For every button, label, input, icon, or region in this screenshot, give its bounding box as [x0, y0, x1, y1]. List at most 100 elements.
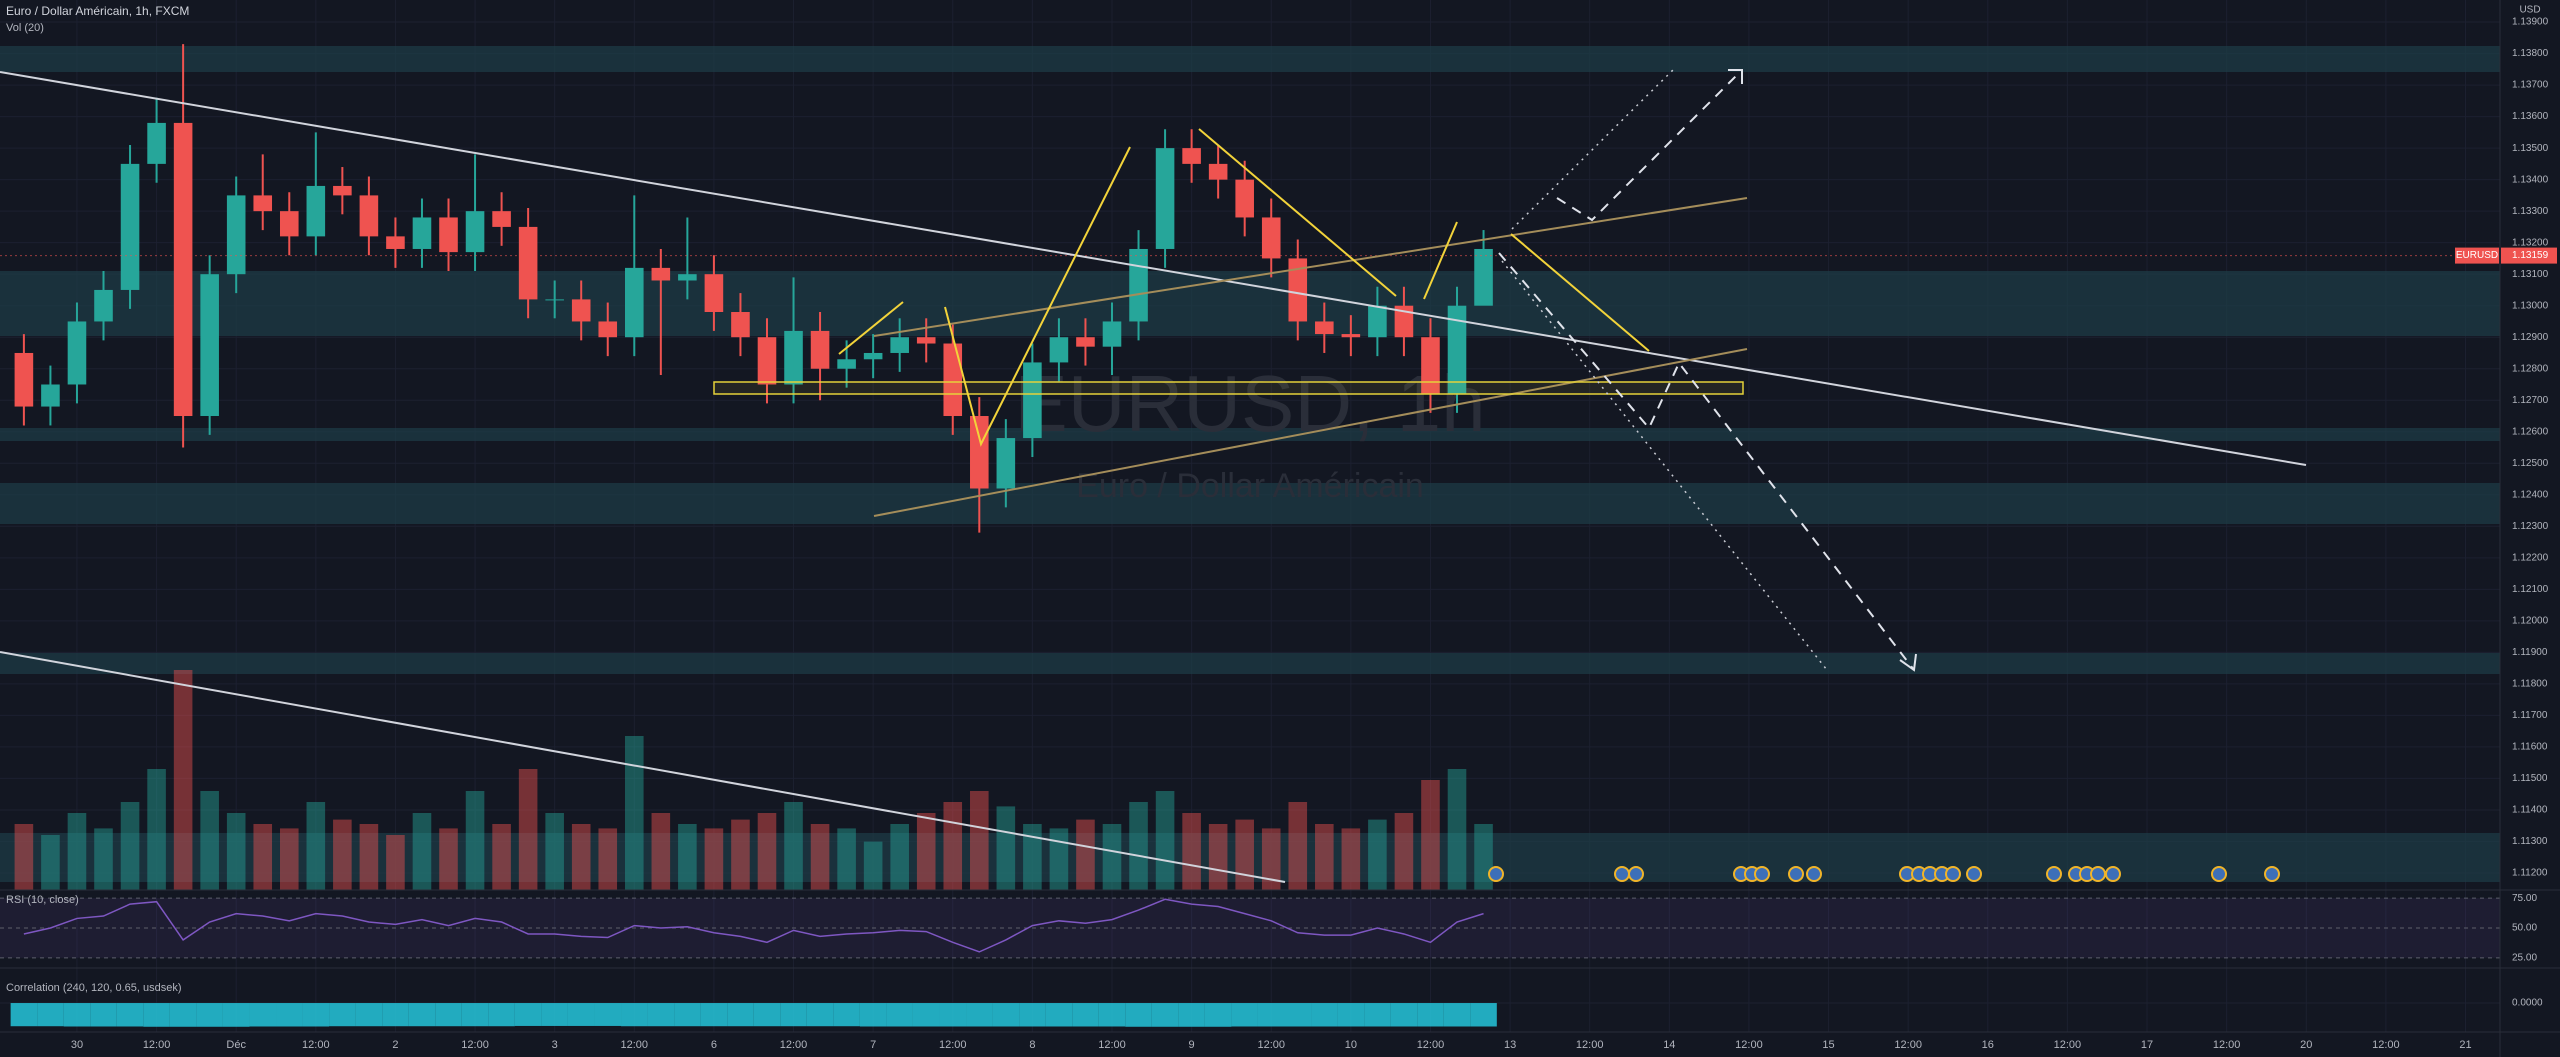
volume-bar — [943, 802, 963, 890]
candle-body — [173, 122, 193, 417]
watermark-sub: Euro / Dollar Américain — [1076, 467, 1424, 505]
correlation-bar — [116, 1003, 144, 1027]
volume-bar — [571, 824, 591, 890]
event-icon[interactable] — [1488, 866, 1504, 882]
x-tick-label: 12:00 — [1735, 1039, 1763, 1051]
volume-bar — [1102, 824, 1122, 890]
correlation-bar — [302, 1003, 330, 1027]
event-icon[interactable] — [2211, 866, 2227, 882]
volume-bar — [1235, 819, 1254, 890]
candle-body — [863, 352, 883, 360]
correlation-bar — [514, 1003, 542, 1026]
event-icon[interactable] — [1806, 866, 1822, 882]
volume-bar — [1129, 802, 1148, 890]
correlation-bar — [1364, 1003, 1391, 1027]
correlation-bar — [63, 1003, 91, 1027]
y-tick-label: 1.13900 — [2512, 17, 2549, 28]
correlation-bar — [647, 1003, 675, 1027]
candle-body — [465, 211, 485, 253]
volume-bar — [837, 828, 856, 890]
x-tick-label: 12:00 — [1576, 1039, 1604, 1051]
volume-bar — [279, 828, 299, 890]
candle-body — [890, 337, 909, 353]
y-tick-label: 1.12500 — [2512, 458, 2549, 469]
candle-body — [571, 299, 591, 322]
y-tick-label: 1.13400 — [2512, 174, 2549, 185]
candle-body — [1474, 248, 1493, 306]
event-icon[interactable] — [2105, 866, 2121, 882]
y-tick-label: 1.13600 — [2512, 111, 2549, 122]
x-tick-label: 9 — [1189, 1039, 1195, 1051]
event-icon[interactable] — [1966, 866, 1982, 882]
x-tick-label: 12:00 — [939, 1039, 967, 1051]
y-tick-label: 1.13100 — [2512, 269, 2549, 280]
candle-body — [1235, 179, 1254, 218]
volume-bar — [439, 828, 458, 890]
event-icon[interactable] — [1788, 866, 1804, 882]
correlation-bar — [1125, 1003, 1152, 1027]
x-tick-label: 12:00 — [2054, 1039, 2082, 1051]
volume-bar — [41, 835, 60, 890]
y-tick-label: 1.12900 — [2512, 332, 2549, 343]
correlation-bar — [196, 1003, 223, 1027]
x-tick-label: 12:00 — [621, 1039, 649, 1051]
correlation-bar — [1443, 1003, 1471, 1027]
volume-bar — [333, 819, 352, 890]
candle-body — [916, 337, 936, 344]
candle-body — [279, 211, 299, 237]
volume-bar — [1421, 780, 1440, 890]
y-tick-label: 1.12200 — [2512, 552, 2549, 563]
volume-bar — [94, 828, 113, 890]
x-tick-label: 7 — [870, 1039, 876, 1051]
y-tick-label: 1.13000 — [2512, 300, 2549, 311]
correlation-bar — [1072, 1003, 1099, 1027]
y-tick-label: 1.11600 — [2512, 742, 2548, 753]
candle-body — [1023, 362, 1042, 439]
event-icon[interactable] — [1754, 866, 1770, 882]
arrow-head — [1899, 653, 1917, 672]
x-tick-label: 12:00 — [2372, 1039, 2400, 1051]
candle-body — [1394, 305, 1414, 338]
candle-body — [678, 274, 697, 281]
correlation-bar — [1417, 1003, 1444, 1027]
correlation-bar — [276, 1003, 303, 1027]
volume-bar — [253, 824, 273, 890]
candle-body — [704, 274, 724, 313]
event-icon[interactable] — [2090, 866, 2106, 882]
candle-body — [1421, 337, 1440, 394]
y-tick-label: 1.12800 — [2512, 363, 2549, 374]
candle-body — [1368, 305, 1387, 338]
event-icon[interactable] — [1945, 866, 1961, 882]
candle-body — [1076, 337, 1095, 347]
correlation-bar — [488, 1003, 515, 1027]
correlation-bar — [408, 1003, 436, 1027]
event-icon[interactable] — [2264, 866, 2280, 882]
candle-body — [67, 321, 87, 385]
correlation-bar — [992, 1003, 1020, 1027]
x-tick-label: 2 — [392, 1039, 398, 1051]
y-tick-label: 1.11500 — [2512, 773, 2548, 784]
correlation-bar — [727, 1003, 754, 1027]
x-tick-label: 20 — [2300, 1039, 2312, 1051]
candle-body — [1182, 148, 1201, 164]
rsi-title: RSI (10, close) — [6, 894, 79, 906]
candle-body — [651, 267, 671, 281]
correlation-bar — [1045, 1003, 1073, 1027]
candle-body — [200, 274, 219, 417]
correlation-bar — [1151, 1003, 1179, 1027]
event-icon[interactable] — [2046, 866, 2062, 882]
y-tick-label: 1.11200 — [2512, 868, 2548, 879]
volume-bar — [916, 813, 936, 890]
y-tick-label: 1.11700 — [2512, 710, 2548, 721]
rsi-line — [23, 898, 1484, 953]
y-tick-label: 25.00 — [2512, 952, 2537, 963]
event-icon[interactable] — [1614, 866, 1630, 882]
candle-body — [439, 217, 458, 253]
correlation-bar — [567, 1003, 595, 1026]
y-tick-label: 1.12400 — [2512, 489, 2549, 500]
candle-body — [1155, 148, 1175, 249]
event-icon[interactable] — [1628, 866, 1644, 882]
y-tick-label: 1.13300 — [2512, 206, 2549, 217]
